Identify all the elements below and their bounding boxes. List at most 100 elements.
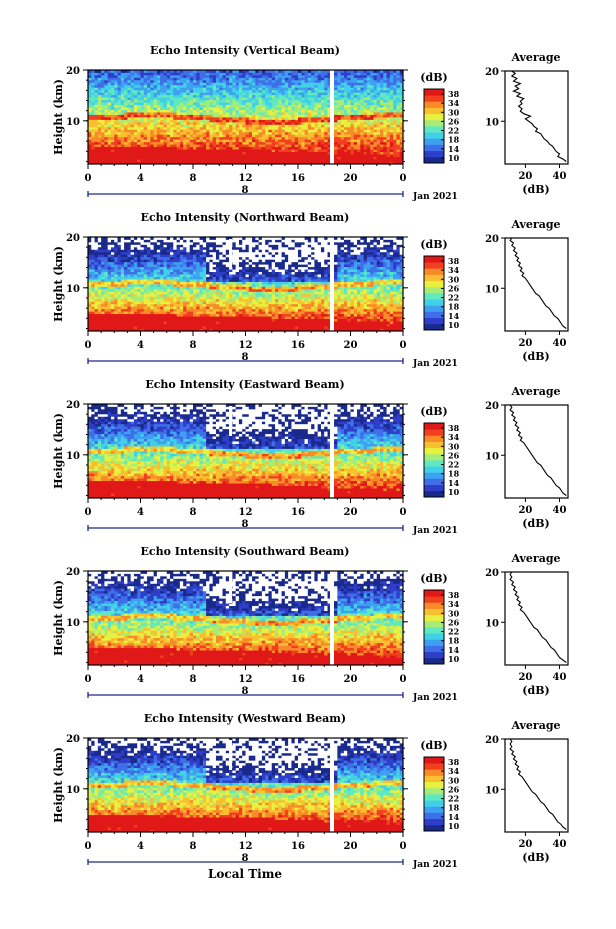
colorbar-tick-label: 30 — [448, 775, 460, 785]
date-marker: 8 — [242, 185, 249, 196]
profile-line — [510, 70, 567, 162]
colorbar-swatch — [424, 299, 444, 306]
colorbar-tick-label: 34 — [448, 265, 460, 275]
x-tick-label: 20 — [344, 173, 358, 184]
colorbar-swatch — [424, 144, 444, 152]
y-tick-label: 10 — [66, 284, 80, 295]
panel-title: Echo Intensity (Vertical Beam) — [150, 44, 340, 57]
colorbar-swatch — [424, 824, 444, 832]
colorbar-tick-label: 30 — [448, 608, 460, 618]
colorbar-swatch — [424, 794, 444, 801]
colorbar-swatch — [424, 460, 444, 467]
profile-x-tick-label: 20 — [518, 338, 532, 349]
colorbar-swatch — [424, 769, 444, 776]
colorbar-swatch — [424, 478, 444, 486]
colorbar-tick-label: 10 — [448, 821, 460, 831]
colorbar-swatch — [424, 484, 444, 492]
x-tick-label: 0 — [400, 340, 407, 351]
profile-x-label: (dB) — [522, 350, 549, 363]
y-tick-label: 20 — [66, 734, 80, 745]
colorbar-swatch — [424, 812, 444, 820]
colorbar-swatch — [424, 150, 444, 158]
profile-x-label: (dB) — [522, 517, 549, 530]
data-gap — [229, 573, 232, 603]
colorbar-swatch — [424, 490, 444, 498]
colorbar-tick-label: 14 — [448, 645, 460, 655]
colorbar-tick-label: 26 — [448, 116, 460, 126]
colorbar-label: (dB) — [420, 739, 447, 752]
profile-x-label: (dB) — [522, 183, 549, 196]
profile-y-tick-label: 10 — [485, 785, 499, 796]
colorbar-label: (dB) — [420, 238, 447, 251]
colorbar-tick-label: 18 — [448, 302, 460, 312]
x-tick-label: 8 — [190, 674, 197, 685]
profile-line — [509, 404, 567, 496]
date-marker: 8 — [242, 853, 249, 864]
y-tick-label: 10 — [66, 451, 80, 462]
colorbar-swatch — [424, 113, 444, 121]
x-tick-label: 12 — [239, 340, 253, 351]
colorbar-swatch — [424, 614, 444, 622]
x-tick-label: 16 — [291, 674, 305, 685]
x-tick-label: 0 — [85, 340, 92, 351]
y-tick-label: 10 — [66, 618, 80, 629]
data-gap — [229, 740, 232, 770]
colorbar-swatch — [424, 107, 444, 115]
profile-title: Average — [510, 218, 560, 231]
colorbar-swatch — [424, 651, 444, 659]
colorbar-swatch — [424, 126, 444, 133]
colorbar-tick-label: 18 — [448, 135, 460, 145]
colorbar-swatch — [424, 435, 444, 442]
data-gap — [229, 239, 232, 269]
colorbar-tick-label: 22 — [448, 126, 459, 136]
date-marker: 8 — [242, 352, 249, 363]
profile-y-tick-label: 20 — [485, 67, 499, 78]
profile-y-tick-label: 10 — [485, 117, 499, 128]
colorbar-swatch — [424, 311, 444, 319]
x-tick-label: 20 — [344, 340, 358, 351]
x-tick-label: 0 — [400, 173, 407, 184]
colorbar-swatch — [424, 317, 444, 325]
profile-x-label: (dB) — [522, 684, 549, 697]
profile-frame — [504, 70, 569, 165]
data-gap — [330, 571, 334, 665]
colorbar-swatch — [424, 132, 444, 139]
x-tick-label: 4 — [137, 507, 144, 518]
profile-y-tick-label: 10 — [485, 618, 499, 629]
profile-y-tick-label: 10 — [485, 284, 499, 295]
profile-y-tick-label: 20 — [485, 401, 499, 412]
profile-line — [509, 237, 567, 329]
colorbar-tick-label: 26 — [448, 617, 460, 627]
profile-x-tick-label: 40 — [553, 338, 567, 349]
colorbar-tick-label: 38 — [448, 256, 460, 266]
colorbar-tick-label: 34 — [448, 98, 460, 108]
x-tick-label: 0 — [85, 674, 92, 685]
x-tick-label: 20 — [344, 841, 358, 852]
colorbar-label: (dB) — [420, 405, 447, 418]
colorbar-tick-label: 38 — [448, 757, 460, 767]
profile-x-tick-label: 40 — [553, 672, 567, 683]
y-tick-label: 20 — [66, 66, 80, 77]
colorbar-tick-label: 26 — [448, 450, 460, 460]
date-marker: 8 — [242, 686, 249, 697]
x-tick-label: 0 — [85, 173, 92, 184]
data-gap — [330, 404, 334, 498]
colorbar-swatch — [424, 608, 444, 616]
colorbar-frame — [423, 589, 445, 665]
profile-y-tick-label: 20 — [485, 568, 499, 579]
colorbar-tick-label: 38 — [448, 89, 460, 99]
date-marker: 8 — [242, 519, 249, 530]
profile-x-tick-label: 40 — [553, 171, 567, 182]
colorbar-swatch — [424, 472, 444, 479]
colorbar-tick-label: 22 — [448, 293, 459, 303]
colorbar-swatch — [424, 787, 444, 795]
colorbar-swatch — [424, 268, 444, 275]
colorbar-swatch — [424, 800, 444, 807]
colorbar-tick-label: 26 — [448, 784, 460, 794]
x-axis-label: Local Time — [208, 867, 282, 881]
colorbar-swatch — [424, 466, 444, 473]
profile-x-tick-label: 20 — [518, 505, 532, 516]
